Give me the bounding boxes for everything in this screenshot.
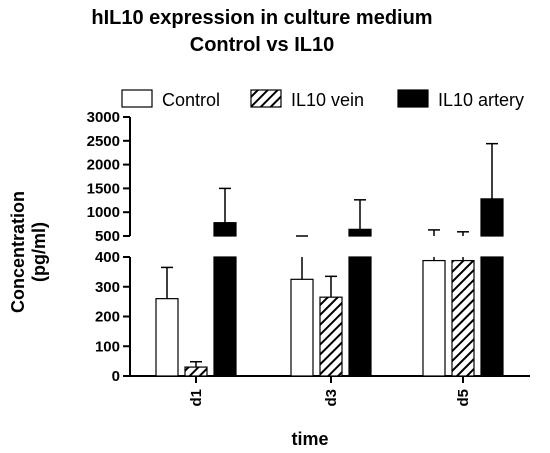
y-tick-label: 3000 bbox=[87, 109, 120, 126]
bar bbox=[155, 298, 179, 377]
bar bbox=[480, 256, 504, 377]
y-tick-label: 2000 bbox=[87, 157, 120, 174]
x-tick-label: d1 bbox=[188, 389, 205, 407]
x-tick-label: d5 bbox=[455, 389, 472, 407]
y-tick-label: 400 bbox=[95, 249, 120, 266]
legend-label: IL10 vein bbox=[291, 90, 364, 110]
bar bbox=[348, 256, 372, 377]
bar bbox=[451, 259, 475, 377]
y-tick-label: 100 bbox=[95, 338, 120, 355]
legend-swatch bbox=[250, 89, 282, 108]
y-tick-label: 0 bbox=[112, 368, 120, 385]
bar bbox=[290, 278, 314, 377]
y-tick-label: 2500 bbox=[87, 133, 120, 150]
chart-subtitle: Control vs IL10 bbox=[190, 34, 334, 56]
legend-label: IL10 artery bbox=[438, 90, 524, 110]
y-tick-label: 200 bbox=[95, 309, 120, 326]
y-tick-label: 500 bbox=[95, 228, 120, 245]
x-tick-label: d3 bbox=[323, 389, 340, 407]
y-tick-label: 1000 bbox=[87, 204, 120, 221]
y-tick-label: 300 bbox=[95, 279, 120, 296]
bar bbox=[319, 296, 343, 377]
bar bbox=[213, 256, 237, 377]
bar bbox=[184, 366, 208, 377]
bar-upper bbox=[480, 198, 504, 237]
y-tick-label: 1500 bbox=[87, 180, 120, 197]
y-axis-unit: (pg/ml) bbox=[29, 222, 49, 282]
legend-label: Control bbox=[162, 90, 220, 110]
legend: Control IL10 vein IL10 artery bbox=[121, 89, 524, 110]
bars bbox=[155, 142, 504, 377]
y-axis-label: Concentration bbox=[8, 191, 28, 313]
x-axis-label: time bbox=[291, 429, 328, 449]
chart-title: hIL10 expression in culture medium bbox=[91, 7, 432, 29]
bar-upper bbox=[213, 222, 237, 237]
bar bbox=[422, 259, 446, 377]
legend-swatch bbox=[121, 89, 153, 108]
axes: 0 100 200 300 400 500 1000 1500 2000 2500 3000 d1 d3… bbox=[87, 109, 530, 407]
bar-upper bbox=[348, 228, 372, 237]
legend-swatch bbox=[397, 89, 429, 108]
